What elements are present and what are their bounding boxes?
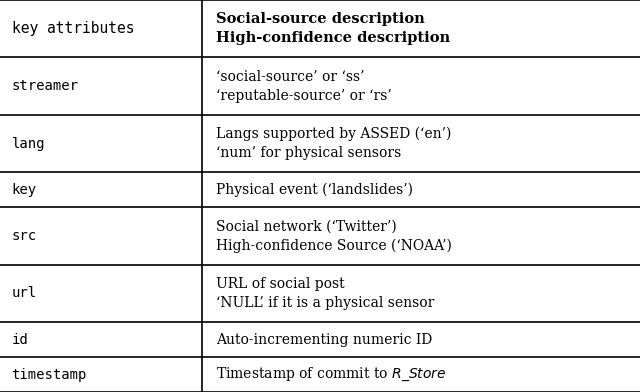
Text: key: key (12, 183, 36, 197)
Text: url: url (12, 287, 36, 300)
Text: key attributes: key attributes (12, 21, 134, 36)
Text: Auto-incrementing numeric ID: Auto-incrementing numeric ID (216, 333, 432, 347)
Text: timestamp: timestamp (12, 368, 87, 381)
Text: Langs supported by ASSED (‘en’)
‘num’ for physical sensors: Langs supported by ASSED (‘en’) ‘num’ fo… (216, 127, 451, 160)
Text: src: src (12, 229, 36, 243)
Text: streamer: streamer (12, 79, 79, 93)
Text: URL of social post
‘NULL’ if it is a physical sensor: URL of social post ‘NULL’ if it is a phy… (216, 277, 434, 310)
Text: id: id (12, 333, 28, 347)
Text: Physical event (‘landslides’): Physical event (‘landslides’) (216, 183, 413, 197)
Text: Timestamp of commit to $\mathit{R\_Store}$: Timestamp of commit to $\mathit{R\_Store… (216, 366, 446, 383)
Text: lang: lang (12, 137, 45, 151)
Text: ‘social-source’ or ‘ss’
‘reputable-source’ or ‘rs’: ‘social-source’ or ‘ss’ ‘reputable-sourc… (216, 70, 392, 103)
Text: Social-source description
High-confidence description: Social-source description High-confidenc… (216, 12, 450, 45)
Text: Social network (‘Twitter’)
High-confidence Source (‘NOAA’): Social network (‘Twitter’) High-confiden… (216, 219, 452, 253)
